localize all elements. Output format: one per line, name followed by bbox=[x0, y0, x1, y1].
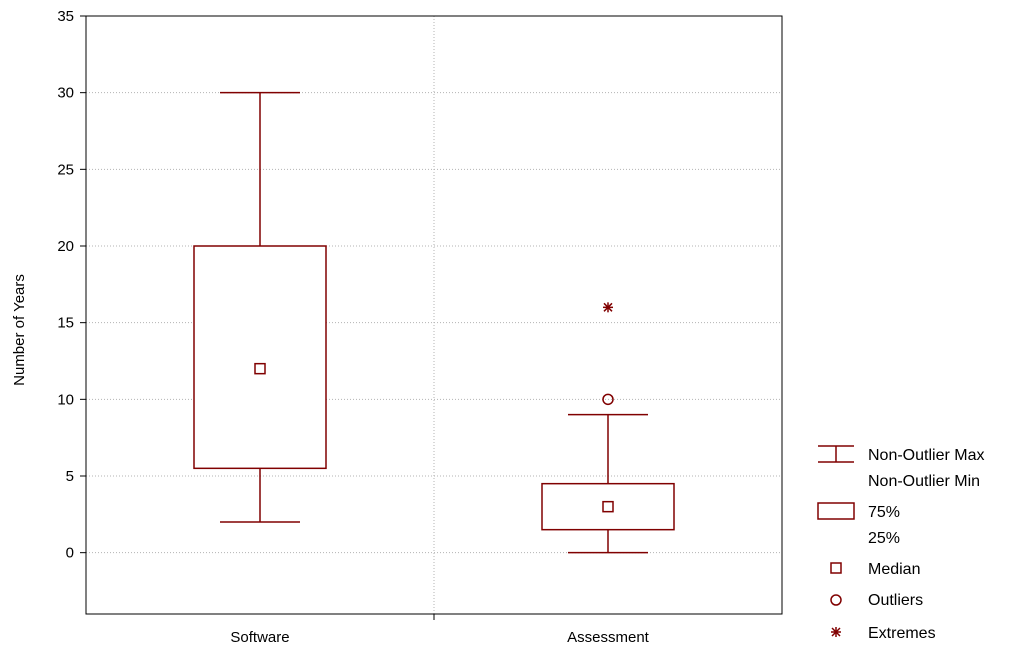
median-marker bbox=[602, 500, 614, 513]
y-tick-label: 35 bbox=[57, 8, 74, 25]
y-tick-label: 20 bbox=[57, 238, 74, 255]
extreme-point bbox=[603, 302, 613, 313]
outlier-point bbox=[602, 393, 614, 406]
y-tick-label: 10 bbox=[57, 391, 74, 408]
y-axis-ticks: 0 5 10 15 20 25 30 35 bbox=[57, 8, 86, 562]
legend-label-median: Median bbox=[868, 561, 920, 578]
x-tick-label: Assessment bbox=[567, 629, 650, 646]
box-series bbox=[193, 91, 675, 554]
legend-label-outliers: Outliers bbox=[868, 592, 923, 609]
y-tick-label: 15 bbox=[57, 315, 74, 332]
legend-label-whisker-max: Non-Outlier Max bbox=[868, 447, 984, 464]
y-axis-label: Number of Years bbox=[11, 274, 28, 386]
x-axis-ticks: Software Assessment bbox=[230, 614, 650, 646]
iqr-box bbox=[193, 245, 327, 470]
grid-lines bbox=[86, 16, 782, 614]
legend-label-box-bottom: 25% bbox=[868, 530, 900, 547]
legend: Non-Outlier Max Non-Outlier Min 75% 25% … bbox=[817, 445, 984, 642]
legend-label-box-top: 75% bbox=[868, 504, 900, 521]
y-tick-label: 5 bbox=[66, 468, 74, 485]
legend-label-whisker-min: Non-Outlier Min bbox=[868, 473, 980, 490]
y-tick-label: 25 bbox=[57, 161, 74, 178]
y-tick-label: 0 bbox=[66, 545, 74, 562]
median-marker bbox=[254, 362, 266, 375]
plot-area-frame bbox=[85, 15, 783, 615]
legend-median-icon bbox=[830, 562, 842, 574]
box-assessment bbox=[541, 302, 675, 554]
box-software bbox=[193, 91, 327, 523]
x-tick-label: Software bbox=[230, 629, 289, 646]
y-tick-label: 30 bbox=[57, 85, 74, 102]
legend-whisker-icon bbox=[818, 445, 854, 463]
iqr-box bbox=[541, 482, 675, 531]
legend-extreme-icon bbox=[831, 627, 841, 637]
legend-label-extremes: Extremes bbox=[868, 625, 936, 642]
legend-box-icon bbox=[817, 502, 855, 520]
extreme-stroke-d2 bbox=[603, 302, 613, 312]
legend-outlier-icon bbox=[830, 594, 842, 606]
